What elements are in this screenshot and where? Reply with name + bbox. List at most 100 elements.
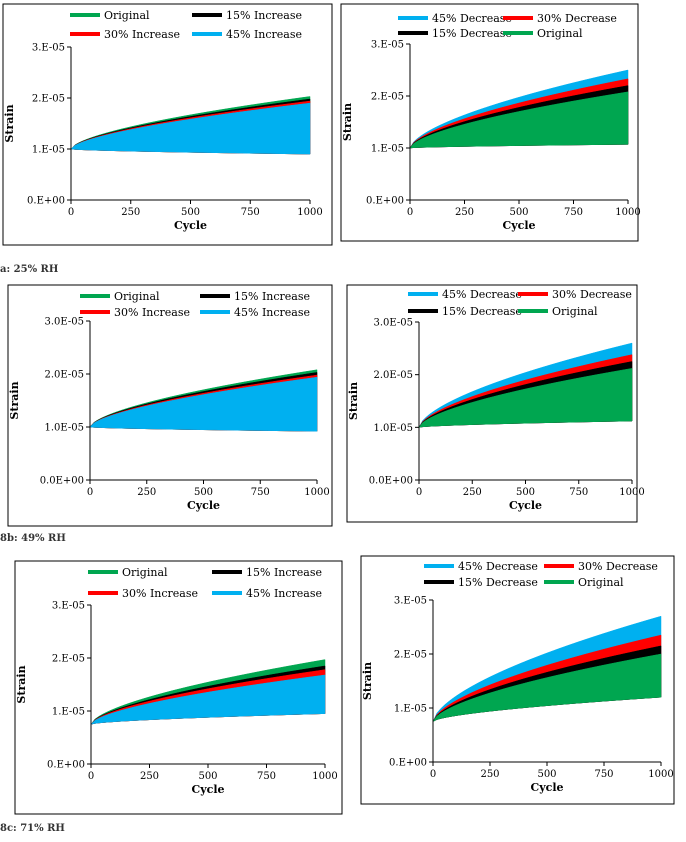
x-tick-label: 500 [537,769,556,780]
caption-a: a: 25% RH [0,264,59,275]
series-area-45-increase [70,102,311,155]
x-tick-label: 750 [564,207,583,218]
y-tick-label: 0.E+00 [27,196,65,207]
chart-c-right: 0.E+00 1.E-05 2.E-05 3.E-05 0 250 500 750 1000 Cy… [360,555,675,805]
x-tick-label: 0 [88,771,94,782]
series-area-45-increase [90,674,326,725]
series-area-45-increase [89,376,318,432]
legend-label: 15% Increase [226,9,302,22]
x-tick-label: 750 [594,769,613,780]
y-tick-label: 0.0E+00 [40,476,84,487]
legend-label: 45% Increase [246,587,322,600]
legend-label: Original [578,576,624,589]
caption-c: 8c: 71% RH [0,823,65,834]
chart-b-left: 0.0E+00 1.0E-05 2.0E-05 3.0E-05 0 250 500 750 10… [7,284,333,527]
legend-label: 30% Decrease [537,12,617,25]
legend-label: 45% Decrease [458,560,538,573]
x-tick-label: 1000 [615,207,640,218]
y-axis-title: Strain [3,104,16,142]
x-tick-label: 1000 [648,769,673,780]
x-tick-label: 1000 [619,487,644,498]
series-area-original [432,653,662,722]
x-axis-title: Cycle [187,499,220,512]
y-tick-label: 0.E+00 [389,758,427,769]
x-tick-label: 750 [569,487,588,498]
legend-label: 45% Increase [226,28,302,41]
y-tick-label: 1.E-05 [371,144,404,155]
legend-label: 30% Increase [122,587,198,600]
legend-label: 30% Decrease [552,288,632,301]
caption-b: 8b: 49% RH [0,533,66,544]
y-tick-label: 0.E+00 [366,196,404,207]
series-area-original [418,368,633,428]
y-axis-title: Strain [361,662,374,700]
y-tick-label: 2.E-05 [394,650,427,661]
x-tick-label: 250 [137,487,156,498]
y-tick-label: 1.E-05 [32,145,65,156]
y-tick-label: 3.0E-05 [374,318,414,329]
x-tick-label: 0 [416,487,422,498]
y-tick-label: 3.E-05 [371,40,404,51]
y-tick-label: 1.0E-05 [45,423,85,434]
x-axis-title: Cycle [191,783,224,796]
x-tick-label: 0 [430,769,436,780]
y-tick-label: 3.E-05 [32,43,65,54]
y-tick-label: 2.E-05 [371,92,404,103]
x-axis-title: Cycle [509,499,542,512]
x-tick-label: 1000 [297,207,322,218]
y-tick-label: 2.E-05 [32,94,65,105]
y-tick-label: 3.E-05 [52,601,85,612]
x-tick-label: 1000 [304,487,329,498]
x-tick-label: 500 [194,487,213,498]
legend-label: Original [114,290,160,303]
legend-label: 30% Increase [104,28,180,41]
legend-label: 45% Decrease [442,288,522,301]
chart-a-left: 0.E+00 1.E-05 2.E-05 3.E-05 0 250 500 750 1000 Cy… [2,3,333,246]
x-tick-label: 750 [241,207,260,218]
x-tick-label: 750 [257,771,276,782]
legend-label: 45% Decrease [432,12,512,25]
y-axis-title: Strain [15,665,28,703]
legend-label: 30% Decrease [578,560,658,573]
legend-label: Original [122,566,168,579]
legend-label: 15% Decrease [442,305,522,318]
y-tick-label: 0.E+00 [47,760,85,771]
x-axis-title: Cycle [174,219,207,232]
x-tick-label: 500 [181,207,200,218]
legend-label: 15% Increase [246,566,322,579]
y-axis-title: Strain [8,381,21,419]
chart-c-left: 0.E+00 1.E-05 2.E-05 3.E-05 0 250 500 750 1000 Cy… [14,560,343,815]
x-tick-label: 1000 [312,771,337,782]
x-axis-title: Cycle [530,781,563,794]
chart-a-right: 0.E+00 1.E-05 2.E-05 3.E-05 0 250 500 750 1000 Cy… [340,3,641,242]
legend-label: 15% Decrease [432,27,512,40]
y-tick-label: 0.0E+00 [369,476,413,487]
legend-label: 15% Decrease [458,576,538,589]
y-tick-label: 3.0E-05 [45,317,85,328]
legend-label: 45% Increase [234,306,310,319]
y-tick-label: 2.0E-05 [374,370,414,381]
x-tick-label: 500 [198,771,217,782]
x-tick-label: 250 [121,207,140,218]
y-tick-label: 1.E-05 [52,707,85,718]
y-tick-label: 1.0E-05 [374,423,414,434]
legend-label: 30% Increase [114,306,190,319]
legend-label: 15% Increase [234,290,310,303]
y-axis-title: Strain [347,382,360,420]
legend-label: Original [104,9,150,22]
x-tick-label: 500 [509,207,528,218]
x-tick-label: 250 [463,487,482,498]
x-tick-label: 750 [251,487,270,498]
legend-label: Original [552,305,598,318]
x-tick-label: 0 [68,207,74,218]
series-area-original [409,91,629,149]
chart-b-right: 0.0E+00 1.0E-05 2.0E-05 3.0E-05 0 250 500 750 10… [346,284,645,523]
y-tick-label: 2.0E-05 [45,370,85,381]
x-tick-label: 250 [455,207,474,218]
y-axis-title: Strain [341,103,354,141]
y-tick-label: 1.E-05 [394,704,427,715]
x-tick-label: 250 [140,771,159,782]
x-tick-label: 0 [407,207,413,218]
